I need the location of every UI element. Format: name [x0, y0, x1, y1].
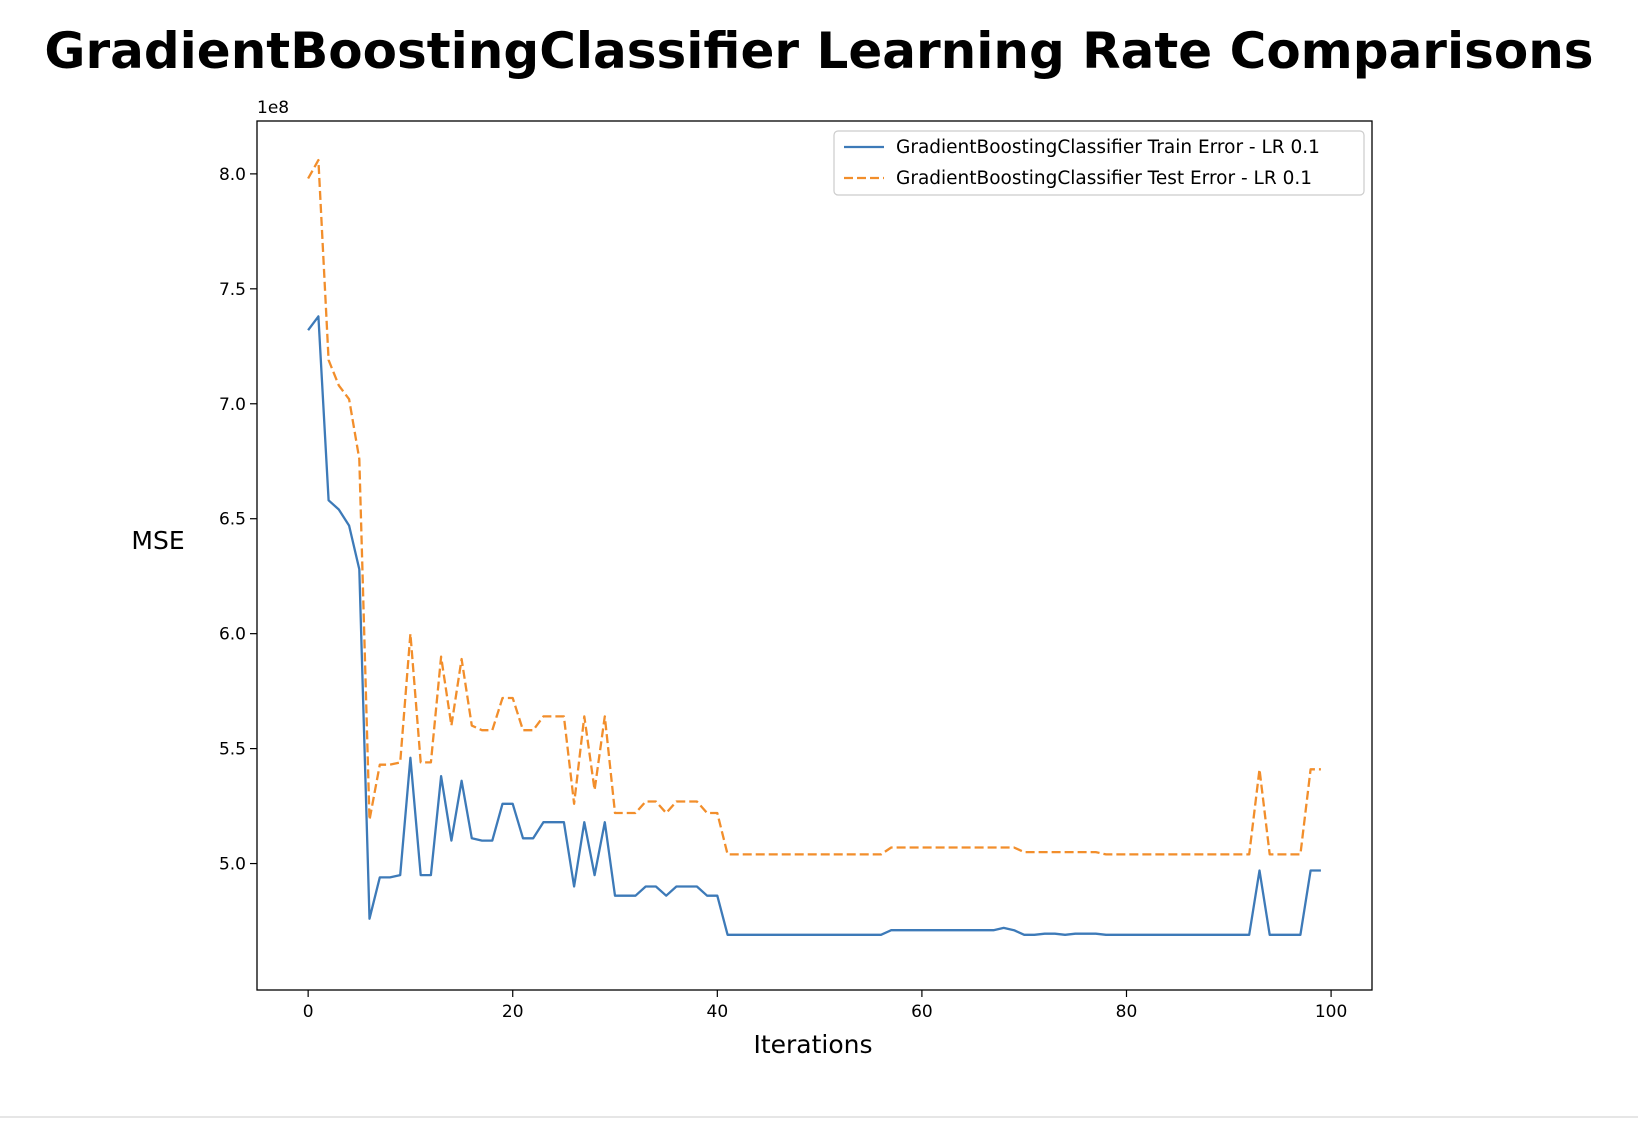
- y-tick-label: 6.5: [219, 510, 246, 530]
- x-axis-label: Iterations: [753, 1030, 872, 1059]
- x-tick-label: 100: [1315, 1002, 1347, 1022]
- bottom-divider: [0, 1116, 1638, 1118]
- x-tick-label: 40: [707, 1002, 729, 1022]
- legend-entry-label: GradientBoostingClassifier Train Error -…: [896, 137, 1320, 158]
- legend-entry-label: GradientBoostingClassifier Test Error - …: [896, 168, 1312, 189]
- y-tick-label: 7.0: [219, 395, 246, 415]
- y-tick-label: 8.0: [219, 165, 246, 185]
- x-tick-label: 80: [1116, 1002, 1138, 1022]
- plot-area: [256, 120, 1373, 991]
- legend: GradientBoostingClassifier Train Error -…: [833, 130, 1365, 196]
- y-axis-label: MSE: [131, 526, 184, 555]
- y-tick-label: 6.0: [219, 625, 246, 645]
- chart-title: GradientBoostingClassifier Learning Rate…: [44, 22, 1594, 80]
- y-tick-label: 7.5: [219, 280, 246, 300]
- y-tick-label: 5.5: [219, 740, 246, 760]
- x-tick-label: 20: [502, 1002, 524, 1022]
- axes: 0 20 40 60 80 100 5.0 5.5 6.0 6.5 7.0 7.5 8.0: [219, 165, 1347, 1022]
- test-error-line: [307, 158, 1321, 856]
- y-offset-label: 1e8: [257, 98, 289, 118]
- series-group: [307, 158, 1321, 936]
- x-tick-label: 60: [911, 1002, 933, 1022]
- y-tick-label: 5.0: [219, 855, 246, 875]
- train-error-line: [307, 315, 1321, 936]
- x-tick-label: 0: [303, 1002, 314, 1022]
- legend-box: [833, 130, 1365, 196]
